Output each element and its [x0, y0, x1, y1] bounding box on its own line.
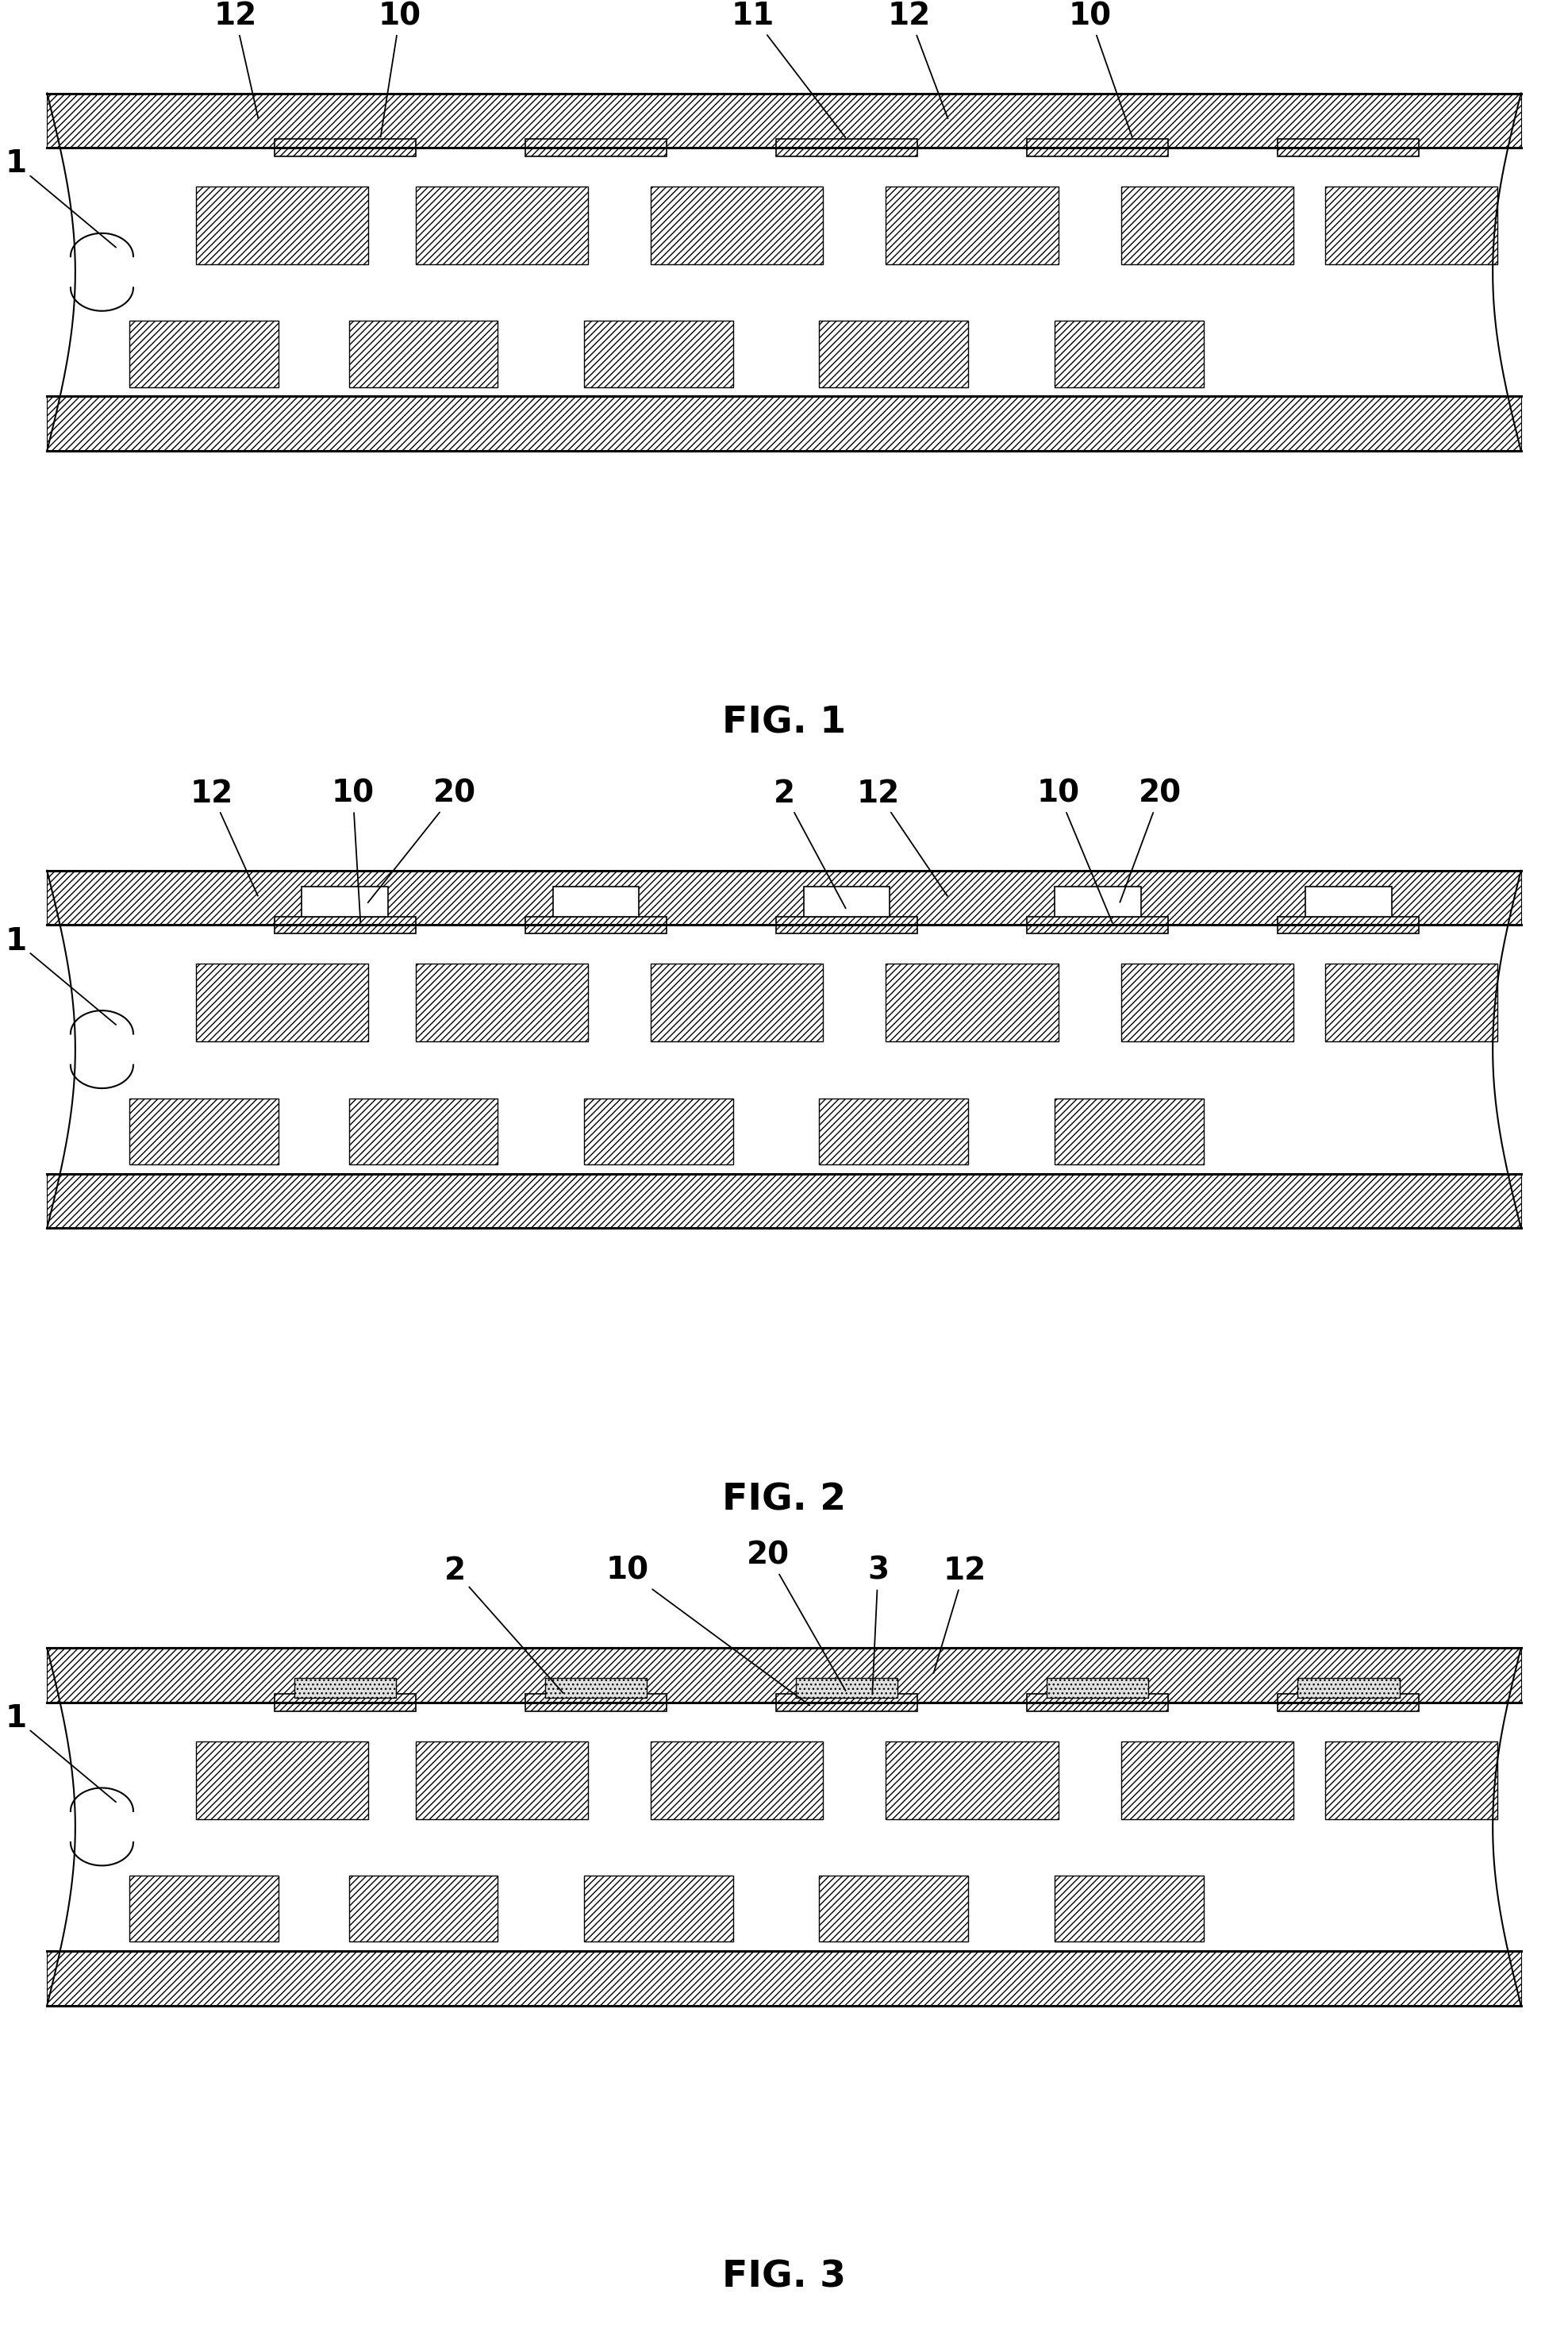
Bar — [818, 1098, 967, 1164]
Bar — [818, 1875, 967, 1943]
Bar — [47, 1702, 1521, 1952]
Bar — [416, 963, 588, 1042]
Bar — [583, 1098, 734, 1164]
Bar — [797, 1679, 897, 1698]
Text: FIG. 2: FIG. 2 — [721, 1483, 847, 1518]
Text: 20: 20 — [368, 779, 477, 902]
Text: 12: 12 — [933, 1555, 986, 1672]
Bar — [1325, 1742, 1497, 1819]
Bar — [1046, 1679, 1148, 1698]
Bar — [196, 187, 368, 264]
Bar — [196, 963, 368, 1042]
Text: 12: 12 — [856, 779, 947, 895]
Bar — [886, 1742, 1058, 1819]
Text: 1: 1 — [5, 926, 116, 1024]
Bar — [1054, 886, 1140, 916]
Text: 12: 12 — [213, 0, 259, 119]
Bar — [129, 1098, 278, 1164]
Bar — [1121, 187, 1294, 264]
Bar — [1027, 916, 1168, 933]
Bar — [525, 1693, 666, 1712]
Text: 10: 10 — [1036, 779, 1112, 923]
Bar — [350, 1875, 499, 1943]
Bar — [776, 140, 917, 156]
Bar — [651, 187, 823, 264]
Text: 12: 12 — [190, 779, 257, 895]
Bar — [1027, 1693, 1168, 1712]
Bar — [525, 140, 666, 156]
Text: 3: 3 — [867, 1555, 889, 1695]
Bar — [1121, 963, 1294, 1042]
Text: 2: 2 — [444, 1555, 563, 1693]
Bar — [274, 1693, 416, 1712]
Bar — [47, 396, 1521, 450]
Bar — [818, 322, 967, 387]
Bar — [1325, 187, 1497, 264]
Bar — [47, 870, 1521, 926]
Bar — [301, 886, 387, 916]
Bar — [886, 187, 1058, 264]
Bar — [274, 916, 416, 933]
Bar — [1298, 1679, 1399, 1698]
Bar — [651, 963, 823, 1042]
Bar — [651, 1742, 823, 1819]
Bar — [804, 886, 891, 916]
Bar — [47, 1649, 1521, 1702]
Bar — [416, 187, 588, 264]
Bar — [1027, 140, 1168, 156]
Bar — [295, 1679, 395, 1698]
Bar — [552, 886, 638, 916]
Bar — [583, 322, 734, 387]
Bar — [129, 1875, 278, 1943]
Bar — [1278, 140, 1419, 156]
Bar — [1054, 322, 1204, 387]
Bar — [886, 963, 1058, 1042]
Bar — [350, 322, 499, 387]
Text: 10: 10 — [1068, 0, 1132, 138]
Text: 10: 10 — [331, 779, 375, 923]
Bar — [129, 322, 278, 387]
Bar — [776, 916, 917, 933]
Bar — [47, 93, 1521, 147]
Text: 1: 1 — [5, 149, 116, 247]
Bar — [1121, 1742, 1294, 1819]
Bar — [350, 1098, 499, 1164]
Bar — [274, 140, 416, 156]
Bar — [1305, 886, 1392, 916]
Text: 10: 10 — [378, 0, 422, 138]
Bar — [416, 1742, 588, 1819]
Bar — [1278, 916, 1419, 933]
Text: 11: 11 — [731, 0, 845, 138]
Bar — [1325, 963, 1497, 1042]
Bar — [47, 1173, 1521, 1229]
Text: 10: 10 — [605, 1555, 809, 1705]
Text: 12: 12 — [887, 0, 949, 119]
Text: 20: 20 — [1120, 779, 1182, 902]
Text: 2: 2 — [773, 779, 845, 909]
Text: 20: 20 — [746, 1539, 845, 1691]
Text: 1: 1 — [5, 1702, 116, 1803]
Bar — [47, 926, 1521, 1173]
Bar — [1054, 1875, 1204, 1943]
Bar — [776, 1693, 917, 1712]
Bar — [525, 916, 666, 933]
Bar — [1054, 1098, 1204, 1164]
Bar — [583, 1875, 734, 1943]
Text: FIG. 3: FIG. 3 — [723, 2260, 845, 2295]
Bar — [47, 147, 1521, 396]
Bar — [546, 1679, 648, 1698]
Bar — [47, 1952, 1521, 2006]
Bar — [1278, 1693, 1419, 1712]
Bar — [196, 1742, 368, 1819]
Text: FIG. 1: FIG. 1 — [721, 704, 847, 742]
